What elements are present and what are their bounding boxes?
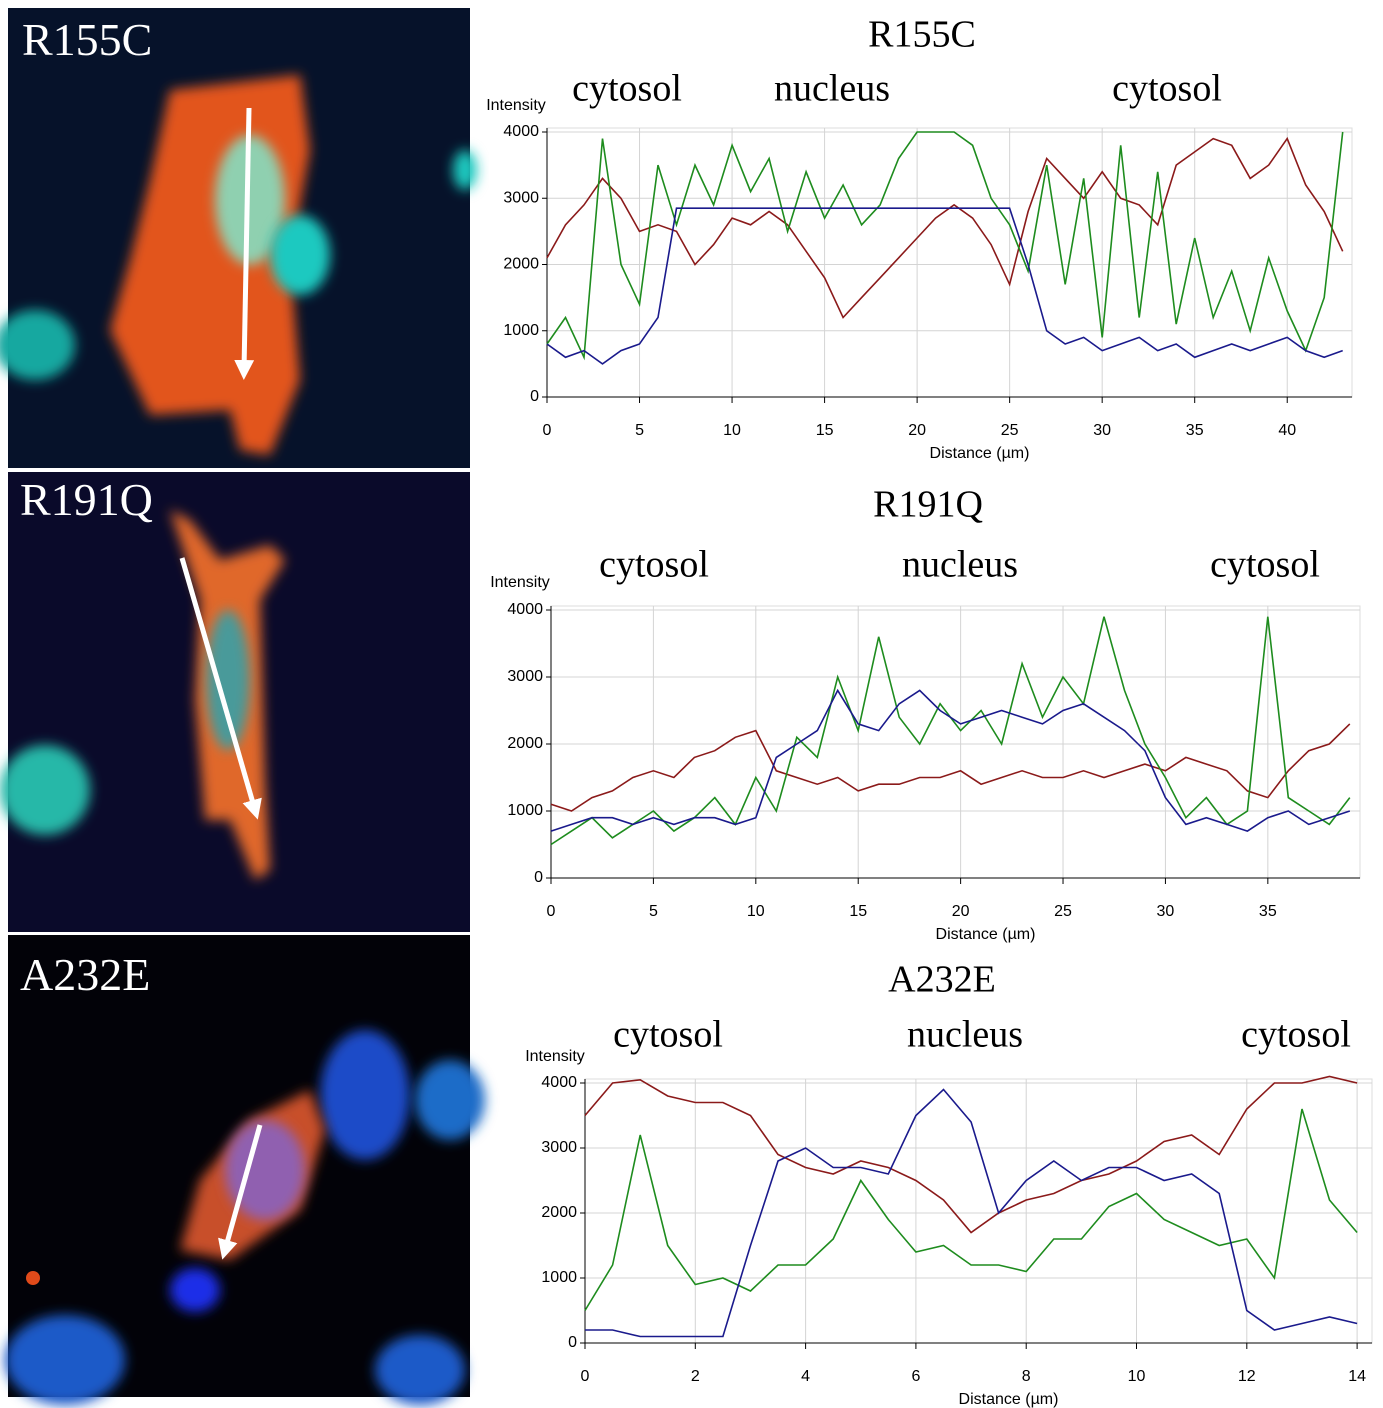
y-tick-label: 4000 bbox=[507, 601, 543, 618]
data-line bbox=[546, 207, 1343, 365]
y-tick-label: 0 bbox=[568, 1334, 577, 1351]
x-tick-label: 12 bbox=[1238, 1368, 1256, 1385]
y-tick-label: 2000 bbox=[507, 735, 543, 752]
annotation: cytosol bbox=[572, 68, 682, 110]
annotation: cytosol bbox=[1112, 68, 1222, 110]
x-tick-label: 14 bbox=[1348, 1368, 1366, 1385]
x-tick-label: 30 bbox=[1093, 422, 1111, 439]
annotation: nucleus bbox=[902, 544, 1018, 586]
chart-title: R155C bbox=[868, 14, 976, 56]
annotation: cytosol bbox=[1210, 544, 1320, 586]
data-line bbox=[546, 131, 1344, 361]
image-label: A232E bbox=[20, 949, 150, 1000]
y-tick-label: 1000 bbox=[507, 802, 543, 819]
annotation: nucleus bbox=[774, 68, 890, 110]
annotation: nucleus bbox=[907, 1014, 1023, 1056]
x-tick-label: 30 bbox=[1157, 903, 1175, 920]
x-tick-label: 25 bbox=[1054, 903, 1072, 920]
image-panel: R155C bbox=[0, 8, 477, 468]
x-tick-label: 0 bbox=[547, 903, 556, 920]
x-tick-label: 2 bbox=[691, 1368, 700, 1385]
image-panel: A232E bbox=[5, 935, 485, 1405]
y-tick-label: 3000 bbox=[507, 668, 543, 685]
y-tick-label: 3000 bbox=[503, 189, 539, 206]
data-line bbox=[584, 1075, 1358, 1234]
data-line bbox=[584, 1108, 1358, 1311]
y-tick-label: 2000 bbox=[541, 1204, 577, 1221]
x-tick-label: 4 bbox=[801, 1368, 810, 1385]
x-tick-label: 0 bbox=[581, 1368, 590, 1385]
y-tick-label: 4000 bbox=[541, 1074, 577, 1091]
image-panel: R191Q bbox=[0, 472, 470, 932]
data-line bbox=[550, 616, 1351, 846]
y-tick-label: 3000 bbox=[541, 1139, 577, 1156]
x-tick-label: 15 bbox=[816, 422, 834, 439]
x-tick-label: 5 bbox=[649, 903, 658, 920]
x-tick-label: 40 bbox=[1278, 422, 1296, 439]
x-tick-label: 10 bbox=[723, 422, 741, 439]
image-label: R191Q bbox=[20, 474, 153, 525]
x-tick-label: 35 bbox=[1186, 422, 1204, 439]
annotation: cytosol bbox=[599, 544, 709, 586]
data-line bbox=[550, 688, 1351, 832]
y-axis-label: Intensity bbox=[525, 1048, 585, 1065]
x-tick-label: 35 bbox=[1259, 903, 1277, 920]
y-tick-label: 2000 bbox=[503, 256, 539, 273]
chart-title: R191Q bbox=[873, 484, 983, 526]
image-label: R155C bbox=[22, 14, 152, 65]
x-tick-label: 8 bbox=[1022, 1368, 1031, 1385]
y-tick-label: 0 bbox=[530, 388, 539, 405]
y-tick-label: 0 bbox=[534, 869, 543, 886]
x-tick-label: 5 bbox=[635, 422, 644, 439]
x-tick-label: 20 bbox=[952, 903, 970, 920]
x-tick-label: 6 bbox=[911, 1368, 920, 1385]
x-axis-label: Distance (µm) bbox=[959, 1391, 1059, 1408]
x-tick-label: 10 bbox=[747, 903, 765, 920]
x-axis-label: Distance (µm) bbox=[936, 926, 1036, 943]
data-line bbox=[550, 723, 1351, 812]
y-tick-label: 1000 bbox=[541, 1269, 577, 1286]
annotation: cytosol bbox=[613, 1014, 723, 1056]
y-axis-label: Intensity bbox=[486, 97, 546, 114]
chart: R155C cytosol nucleus cytosol Intensity Dista… bbox=[486, 14, 1353, 462]
annotation: cytosol bbox=[1241, 1014, 1351, 1056]
chart: A232E cytosol nucleus cytosol Intensity Dista… bbox=[525, 959, 1373, 1408]
x-tick-label: 25 bbox=[1001, 422, 1019, 439]
plot-area bbox=[550, 605, 1361, 879]
y-tick-label: 1000 bbox=[503, 322, 539, 339]
x-tick-label: 0 bbox=[543, 422, 552, 439]
x-axis-label: Distance (µm) bbox=[930, 445, 1030, 462]
data-line bbox=[546, 136, 1344, 319]
chart: R191Q cytosol nucleus cytosol Intensity Dista… bbox=[490, 484, 1361, 943]
x-tick-label: 10 bbox=[1128, 1368, 1146, 1385]
plot-area bbox=[584, 1078, 1373, 1344]
data-line bbox=[585, 1088, 1358, 1338]
chart-title: A232E bbox=[888, 959, 996, 1001]
y-tick-label: 4000 bbox=[503, 123, 539, 140]
y-axis-label: Intensity bbox=[490, 574, 550, 591]
x-tick-label: 15 bbox=[849, 903, 867, 920]
x-tick-label: 20 bbox=[908, 422, 926, 439]
